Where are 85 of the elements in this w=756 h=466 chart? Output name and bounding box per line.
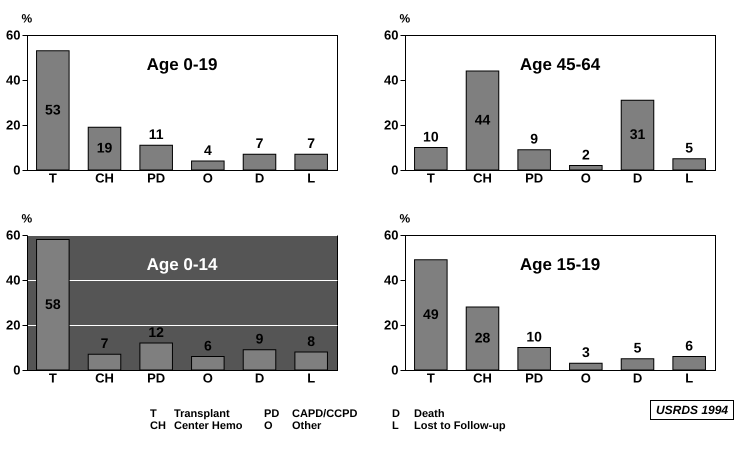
data-label: 2: [582, 146, 590, 162]
x-tick-label: O: [580, 170, 591, 186]
text: Age 45-64: [520, 55, 601, 74]
y-tick-label: 0: [13, 162, 20, 178]
x-tick-label: T: [48, 370, 57, 386]
y-axis-title: %: [400, 212, 410, 226]
data-label: 9: [256, 330, 264, 347]
text: Lost to Follow-up: [414, 420, 507, 432]
data-label: 6: [685, 337, 694, 354]
data-label: 11: [148, 126, 164, 142]
data-label: 7: [256, 135, 264, 152]
data-label: 3: [582, 344, 590, 360]
x-tick-label: PD: [525, 370, 544, 386]
y-tick-label: 40: [384, 72, 398, 88]
x-tick-label: L: [307, 170, 316, 186]
text: Other: [292, 420, 322, 432]
text: L: [392, 420, 400, 432]
x-tick-label: L: [685, 170, 694, 186]
text: O: [264, 420, 274, 432]
x-tick-label: PD: [147, 170, 166, 186]
x-tick-label: CH: [95, 370, 114, 386]
x-tick-label: O: [202, 170, 213, 186]
y-tick-label: 40: [6, 72, 20, 88]
text: CAPD/CCPD: [292, 408, 358, 420]
text: PD: [264, 408, 280, 420]
x-tick-label: D: [632, 370, 642, 386]
text: CH: [150, 420, 167, 432]
x-tick-label: L: [307, 370, 316, 386]
y-tick-label: 20: [384, 318, 398, 332]
x-tick-label: D: [254, 370, 264, 386]
y-tick-label: 20: [6, 118, 20, 132]
y-axis-title: %: [400, 12, 410, 26]
x-tick-label: PD: [525, 170, 544, 186]
x-tick-label: CH: [473, 170, 492, 186]
data-label: 28: [474, 330, 490, 346]
x-tick-label: T: [426, 170, 435, 186]
text: Age 0-14: [146, 255, 218, 274]
x-tick-label: L: [685, 370, 694, 386]
data-label: 6: [204, 337, 212, 354]
y-axis-title: %: [22, 212, 32, 226]
x-tick-label: D: [632, 170, 642, 186]
y-tick-label: 0: [391, 162, 398, 178]
y-tick-label: 60: [384, 228, 398, 242]
data-label: 5: [685, 140, 694, 156]
text: Death: [414, 408, 446, 420]
y-tick-label: 40: [6, 272, 20, 288]
x-tick-label: CH: [473, 370, 492, 386]
data-label: 5: [634, 340, 642, 356]
data-label: 7: [100, 335, 109, 352]
y-tick-label: 0: [391, 362, 398, 378]
data-label: 9: [530, 130, 538, 147]
data-label: 10: [526, 328, 542, 344]
text: Transplant: [174, 408, 231, 420]
data-label: 49: [423, 306, 439, 322]
text: D: [392, 408, 401, 420]
data-label: 7: [307, 135, 316, 152]
data-label: 44: [474, 112, 490, 128]
text: Center Hemo: [174, 420, 244, 432]
x-tick-label: T: [48, 170, 57, 186]
y-tick-label: 20: [6, 318, 20, 332]
y-axis-title: %: [22, 12, 32, 26]
y-tick-label: 60: [384, 28, 398, 42]
data-label: 19: [96, 140, 112, 156]
text: USRDS 1994: [650, 400, 734, 420]
data-label: 58: [45, 296, 61, 312]
data-label: 53: [45, 101, 61, 118]
data-label: 10: [423, 128, 439, 144]
data-label: 12: [148, 324, 164, 340]
y-tick-label: 20: [384, 118, 398, 132]
x-tick-label: PD: [147, 370, 166, 386]
y-tick-label: 60: [6, 28, 20, 42]
y-tick-label: 0: [13, 362, 20, 378]
text: Age 0-19: [146, 55, 218, 74]
x-tick-label: T: [426, 370, 435, 386]
x-tick-label: O: [580, 370, 591, 386]
x-tick-label: O: [202, 370, 213, 386]
data-label: 8: [307, 332, 316, 349]
y-tick-label: 40: [384, 272, 398, 288]
data-label: 31: [630, 126, 646, 142]
x-tick-label: CH: [95, 170, 114, 186]
x-tick-label: D: [254, 170, 264, 186]
y-tick-label: 60: [6, 228, 20, 242]
text: Age 15-19: [520, 255, 600, 274]
text: T: [150, 408, 158, 420]
data-label: 4: [204, 142, 212, 158]
